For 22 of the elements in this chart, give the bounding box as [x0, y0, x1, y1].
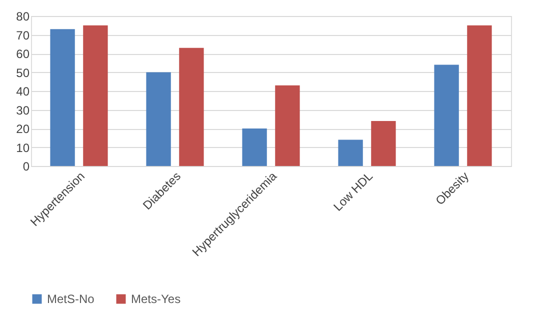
bar	[179, 48, 204, 166]
bar	[146, 72, 171, 166]
legend-label: Mets-Yes	[131, 292, 181, 306]
y-tick-label: 10	[16, 140, 30, 155]
x-tick-label: Low HDL	[330, 168, 376, 214]
bar	[242, 128, 267, 166]
y-tick-label: 50	[16, 66, 30, 80]
y-tick-label: 0	[22, 160, 30, 174]
legend-label: MetS-No	[47, 292, 95, 306]
bar	[50, 29, 75, 166]
bar	[434, 64, 459, 166]
bar	[83, 25, 108, 166]
bar	[467, 25, 492, 166]
y-tick-label: 80	[16, 10, 30, 24]
y-tick-label: 70	[16, 28, 30, 42]
bar	[338, 140, 363, 166]
y-tick-label: 20	[16, 122, 30, 136]
y-tick-label: 30	[16, 103, 30, 118]
y-tick-label: 40	[16, 84, 30, 98]
bar	[371, 121, 396, 166]
bar	[275, 85, 300, 166]
y-tick-label: 60	[16, 47, 30, 61]
